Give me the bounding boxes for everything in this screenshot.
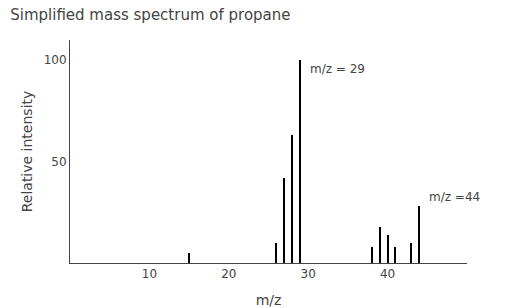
- svg-text:m/z: m/z: [256, 292, 282, 308]
- svg-text:40: 40: [380, 267, 395, 281]
- svg-text:Relative intensity: Relative intensity: [19, 91, 35, 213]
- svg-text:Simplified mass spectrum of pr: Simplified mass spectrum of propane: [10, 6, 290, 24]
- svg-text:m/z = 29: m/z = 29: [310, 62, 365, 76]
- svg-text:30: 30: [301, 267, 316, 281]
- svg-text:20: 20: [221, 267, 236, 281]
- svg-text:10: 10: [142, 267, 157, 281]
- svg-text:100: 100: [44, 53, 67, 67]
- svg-text:m/z =44: m/z =44: [429, 190, 480, 204]
- svg-text:50: 50: [51, 155, 66, 169]
